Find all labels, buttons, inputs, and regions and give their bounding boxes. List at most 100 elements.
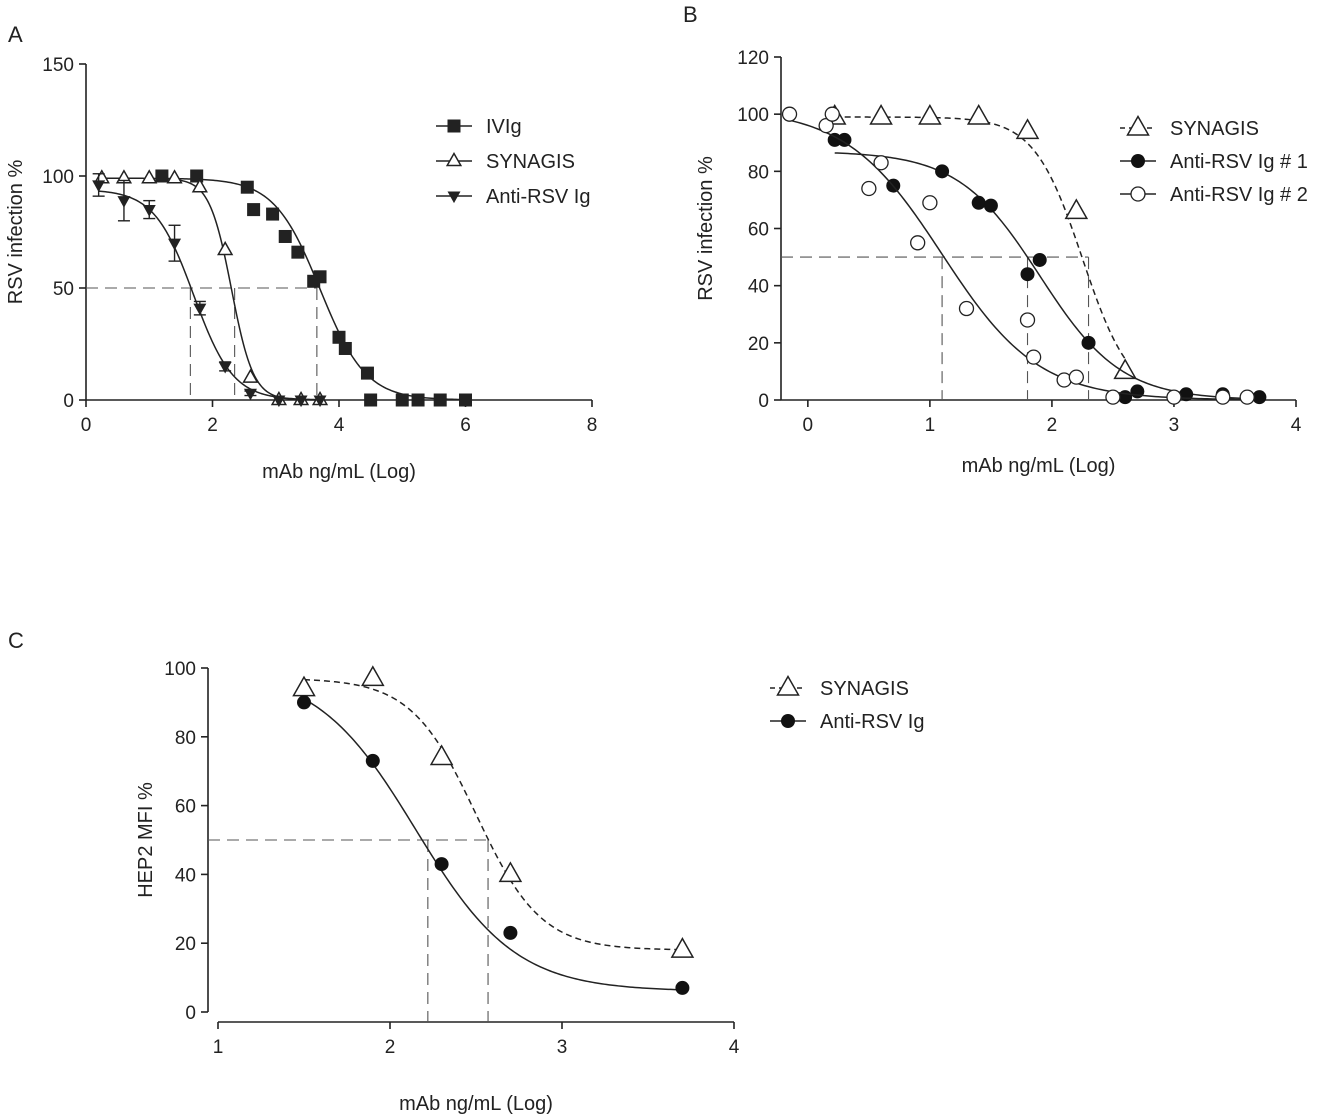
- panel-c-y-tick-label: 80: [175, 728, 196, 749]
- panel-b-x-tick-label: 1: [925, 415, 936, 436]
- panel-b-y-tick-label: 60: [748, 220, 769, 241]
- panel-b-y-tick-label: 120: [737, 48, 769, 69]
- panel-c-data-point: [498, 861, 523, 883]
- panel-b-data-point: [971, 195, 986, 210]
- panel-a: 0 50 100 150 0 2 4 6 8 mAb ng/mL (Log) RSV infecti…: [5, 55, 597, 483]
- panel-b-data-point: [861, 180, 877, 197]
- panel-b-series-anti-rsv-ig-1: [827, 132, 1267, 405]
- panel-b-data-point: [922, 195, 938, 211]
- panel-a-x-tick-label: 4: [334, 415, 345, 436]
- panel-c-y-axis-label: HEP2 MFI %: [135, 782, 157, 898]
- panel-a-data-point: [141, 169, 158, 184]
- panel-c-axes: [201, 667, 735, 1029]
- panel-a-axes: [79, 63, 593, 407]
- panel-b-data-point: [958, 300, 975, 317]
- panel-a-x-tick-label: 2: [207, 415, 218, 436]
- panel-a-data-point: [266, 207, 280, 221]
- panel-b-data-point: [1081, 335, 1096, 350]
- panel-c-series-anti-rsv-ig: [297, 695, 690, 995]
- panel-a-fit-curve: [101, 177, 321, 401]
- panel-a-data-point: [338, 341, 352, 355]
- panel-b-fit-curve: [834, 116, 1126, 360]
- panel-c-data-point: [503, 925, 518, 940]
- panel-a-legend-label: Anti-RSV Ig: [486, 186, 590, 208]
- panel-c-x-tick-label: 1: [213, 1037, 224, 1058]
- panel-a-data-point: [313, 395, 327, 408]
- panel-c-data-point: [670, 937, 695, 958]
- panel-b-y-tick-label: 0: [758, 391, 769, 412]
- panel-c-fit-curve: [303, 698, 683, 991]
- panel-b-data-point: [1015, 118, 1040, 140]
- panel-b-y-axis-label: RSV infection %: [695, 156, 717, 301]
- panel-a-data-point: [272, 395, 286, 408]
- panel-b-x-axis-label: mAb ng/mL (Log): [962, 455, 1116, 477]
- panel-c-y-tick-label: 40: [175, 865, 196, 886]
- panel-a-legend-marker: [447, 191, 461, 204]
- panel-b: 0 20 40 60 80 100 120 0 1 2 3 4 mAb ng/mL (Log) RSV i…: [695, 48, 1308, 477]
- panel-b-legend-marker: [1131, 154, 1145, 168]
- panel-a-data-point: [278, 229, 292, 243]
- panel-a-y-tick-label: 100: [42, 167, 74, 188]
- panel-a-data-point: [360, 366, 374, 380]
- panel-a-series-anti-rsv-ig: [92, 173, 327, 408]
- panel-a-data-point: [242, 368, 259, 383]
- panel-c-fit-curve: [303, 678, 683, 951]
- panel-c-data-point: [297, 695, 311, 710]
- panel-a-series-ivig: [155, 169, 472, 407]
- panel-b-data-point: [1166, 389, 1182, 405]
- panel-b-y-tick-label: 40: [748, 277, 769, 298]
- panel-c-data-point: [675, 980, 690, 995]
- panel-a-x-tick-label: 0: [81, 415, 92, 436]
- panel-a-data-point: [92, 180, 106, 193]
- panel-a-legend-label: IVIg: [486, 116, 522, 138]
- panel-b-data-point: [1130, 384, 1145, 399]
- panel-a-data-point: [332, 330, 346, 344]
- panel-b-data-point: [1068, 369, 1084, 385]
- panel-b-y-tick-label: 100: [737, 105, 769, 126]
- panel-b-data-point: [827, 132, 842, 147]
- panel-b-data-point: [966, 104, 991, 125]
- panel-a-data-point: [294, 395, 308, 408]
- panel-c-legend-marker: [776, 674, 800, 696]
- panel-b-data-point: [1020, 267, 1035, 282]
- panel-b-data-point: [1105, 389, 1121, 405]
- panel-a-data-point: [218, 361, 232, 374]
- panel-letter-a: A: [8, 22, 23, 47]
- panel-a-data-point: [364, 393, 378, 407]
- panel-a-legend-label: SYNAGIS: [486, 151, 575, 173]
- panel-a-data-point: [142, 205, 156, 217]
- panel-a-legend-marker: [445, 152, 463, 167]
- panel-c-legend-marker: [781, 714, 795, 728]
- panel-letter-c: C: [8, 628, 24, 653]
- panel-a-fit-curve: [98, 190, 321, 401]
- panel-a-data-point: [459, 393, 472, 407]
- panel-a-x-axis-label: mAb ng/mL (Log): [262, 461, 416, 483]
- panel-c-x-axis-label: mAb ng/mL (Log): [399, 1093, 553, 1115]
- panel-c: 0 20 40 60 80 100 1 2 3 4 mAb ng/mL (Log) HEP2 MFI …: [135, 659, 924, 1115]
- panel-b-x-tick-label: 2: [1047, 415, 1058, 436]
- panel-b-data-point: [1252, 390, 1267, 405]
- panel-a-x-tick-label: 8: [587, 415, 598, 436]
- panel-a-data-point: [117, 196, 131, 208]
- panel-b-y-tick-label: 80: [748, 162, 769, 183]
- panel-b-data-point: [1113, 358, 1137, 380]
- panel-c-data-point: [429, 744, 454, 766]
- panel-b-data-point: [873, 155, 889, 171]
- panel-a-data-point: [155, 169, 169, 183]
- panel-b-data-point: [824, 106, 840, 122]
- panel-a-x-tick-label: 6: [460, 415, 471, 436]
- panel-b-x-tick-label: 0: [803, 415, 814, 436]
- panel-b-data-point: [1032, 252, 1047, 267]
- panel-a-data-point: [191, 178, 208, 193]
- panel-b-data-point: [781, 106, 798, 122]
- panel-a-data-point: [313, 270, 327, 284]
- panel-b-x-tick-label: 3: [1169, 415, 1180, 436]
- panel-c-series-synagis: [292, 665, 695, 958]
- panel-a-data-point: [433, 393, 447, 407]
- panel-c-x-tick-label: 3: [557, 1037, 568, 1058]
- panel-b-data-point: [869, 104, 893, 125]
- panel-b-data-point: [1064, 198, 1089, 220]
- panel-c-x-tick-label: 2: [385, 1037, 396, 1058]
